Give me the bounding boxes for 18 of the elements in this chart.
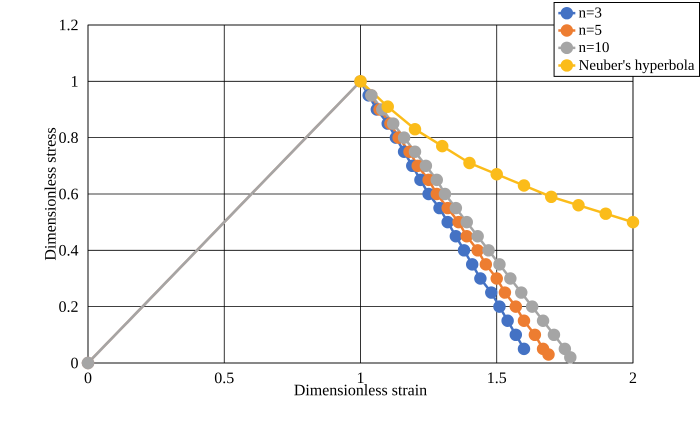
x-tick-label: 0.5 [214, 372, 234, 384]
x-tick-label: 2 [630, 372, 636, 384]
y-tick-label: 0.6 [59, 188, 78, 200]
x-tick-label: 0 [84, 372, 92, 384]
x-axis-title: Dimensionless strain [294, 384, 427, 396]
y-tick-label: 0.8 [59, 132, 78, 144]
y-tick-label: 0.2 [59, 301, 78, 312]
legend-label: n=10 [578, 42, 609, 52]
y-axis-title: Dimensionless stress [44, 128, 56, 260]
y-tick-label: 0 [71, 358, 78, 368]
x-tick-label: 1.5 [488, 372, 506, 384]
y-tick-label: 1 [72, 76, 78, 87]
legend-label: n=3 [578, 8, 602, 18]
legend-label: Neuber's hyperbola [578, 60, 694, 74]
y-tick-label: 1.2 [60, 20, 78, 30]
x-tick-label: 1 [358, 372, 364, 384]
legend-label: n=5 [578, 24, 602, 35]
y-tick-label: 0.4 [59, 244, 78, 256]
